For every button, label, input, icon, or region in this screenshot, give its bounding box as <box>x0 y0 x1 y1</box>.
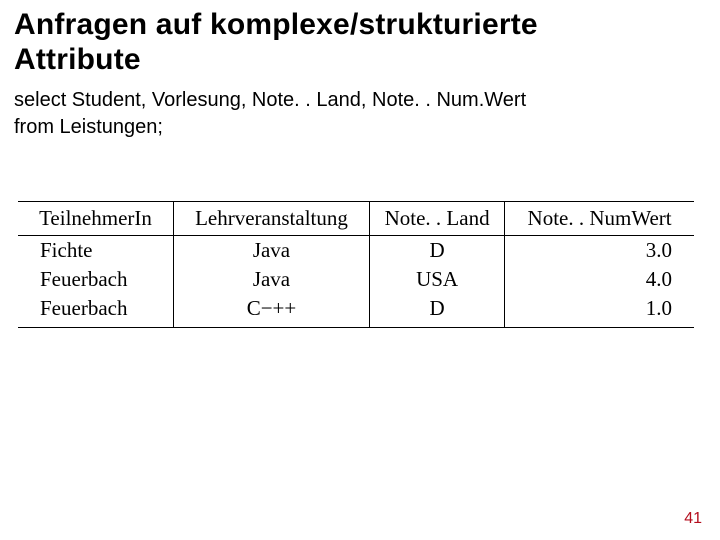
result-table-wrap: TeilnehmerIn Lehrveranstaltung Note. . L… <box>14 201 706 328</box>
query-line-1: select Student, Vorlesung, Note. . Land,… <box>14 87 706 114</box>
table-row: Fichte Java D 3.0 <box>18 236 694 266</box>
cell-note-land: USA <box>370 265 505 294</box>
table-body: Fichte Java D 3.0 Feuerbach Java USA 4.0… <box>18 236 694 328</box>
cell-lehrveranst: C−++ <box>173 294 369 328</box>
page-number: 41 <box>684 510 702 528</box>
cell-teilnehmer: Fichte <box>18 236 173 266</box>
cell-teilnehmer: Feuerbach <box>18 265 173 294</box>
table-row: Feuerbach Java USA 4.0 <box>18 265 694 294</box>
table-row: Feuerbach C−++ D 1.0 <box>18 294 694 328</box>
th-teilnehmer: TeilnehmerIn <box>18 202 173 236</box>
result-table: TeilnehmerIn Lehrveranstaltung Note. . L… <box>18 201 694 328</box>
th-note-land: Note. . Land <box>370 202 505 236</box>
th-lehrveranst: Lehrveranstaltung <box>173 202 369 236</box>
cell-lehrveranst: Java <box>173 265 369 294</box>
cell-note-land: D <box>370 294 505 328</box>
sql-query-block: select Student, Vorlesung, Note. . Land,… <box>14 87 706 141</box>
title-line-2: Attribute <box>14 43 141 76</box>
cell-note-numwert: 1.0 <box>505 294 694 328</box>
th-note-numwert: Note. . NumWert <box>505 202 694 236</box>
table-header-row: TeilnehmerIn Lehrveranstaltung Note. . L… <box>18 202 694 236</box>
slide-title: Anfragen auf komplexe/strukturierte Attr… <box>14 8 706 77</box>
title-line-1: Anfragen auf komplexe/strukturierte <box>14 8 538 41</box>
slide-root: Anfragen auf komplexe/strukturierte Attr… <box>0 0 720 540</box>
cell-note-land: D <box>370 236 505 266</box>
cell-teilnehmer: Feuerbach <box>18 294 173 328</box>
cell-note-numwert: 4.0 <box>505 265 694 294</box>
query-line-2: from Leistungen; <box>14 114 706 141</box>
cell-lehrveranst: Java <box>173 236 369 266</box>
cell-note-numwert: 3.0 <box>505 236 694 266</box>
